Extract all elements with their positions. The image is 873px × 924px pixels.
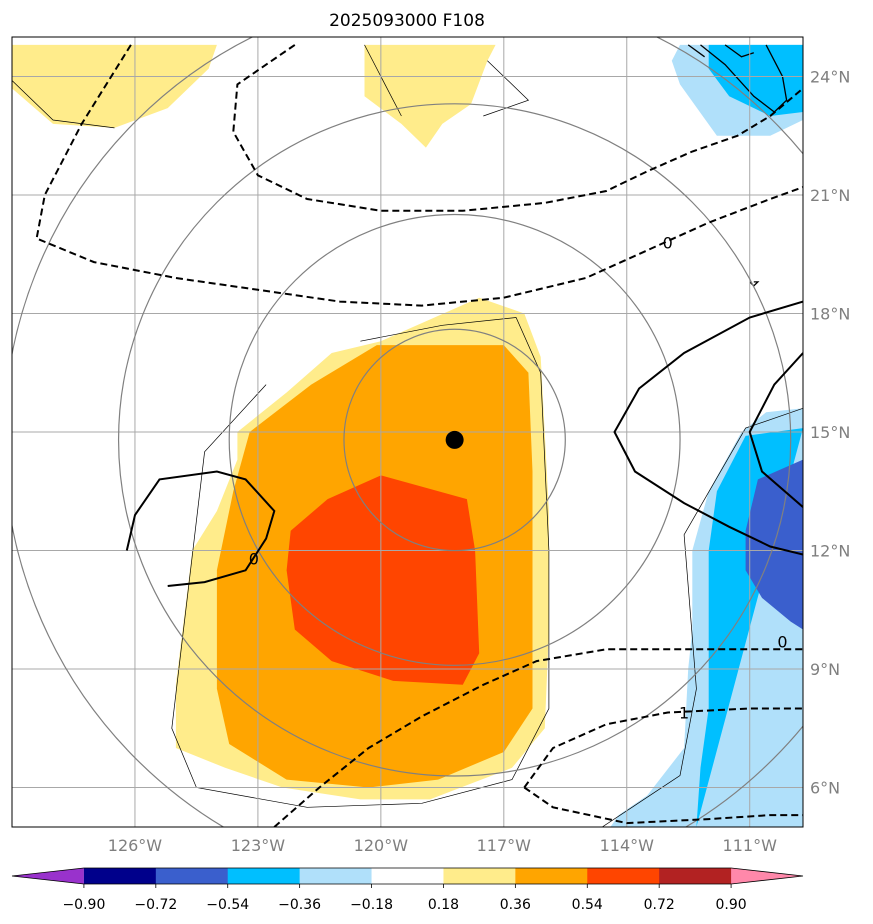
colorbar-tick-label: −0.72 — [134, 897, 177, 913]
filled-contours — [12, 44, 803, 827]
contour-dashed-1 — [232, 44, 803, 212]
lat-tick-label: 21°N — [810, 186, 850, 205]
contour-solid-5 — [125, 470, 276, 587]
lat-tick-label: 15°N — [810, 423, 850, 442]
storm-center — [445, 430, 464, 449]
lon-tick-label: 117°W — [477, 836, 532, 855]
contour-label-2: 0 — [777, 632, 787, 651]
contour-dashed-2 — [273, 648, 803, 827]
field-outlines — [12, 44, 803, 827]
chart-title: 2025093000 F108 — [329, 11, 485, 31]
colorbar-swatch — [371, 868, 444, 884]
field-outline-3 — [171, 317, 550, 808]
lat-tick-label: 18°N — [810, 305, 850, 324]
range-rings — [12, 37, 803, 827]
colorbar-swatch — [155, 868, 229, 884]
lat-tick-label: 6°N — [810, 779, 840, 798]
colorbar-swatch — [227, 868, 301, 884]
contour-dashed-4 — [523, 786, 803, 825]
colorbar-tick-label: 0.18 — [428, 897, 459, 913]
lon-tick-label: 126°W — [108, 836, 163, 855]
plot-frame — [11, 36, 804, 828]
colorbar-swatch — [587, 868, 660, 884]
contour-dashed-0 — [35, 44, 803, 307]
fill-region-0p18-0 — [12, 44, 217, 128]
lon-axis: 126°W 123°W 120°W 117°W 114°W 111°W — [108, 836, 777, 855]
colorbar: −0.90 −0.72 −0.54 −0.36 −0.18 0.18 0.36 0.54 0.7… — [11, 867, 804, 913]
contour-label-0: 0 — [663, 233, 673, 252]
fill-region-0p18-1 — [364, 44, 496, 148]
colorbar-swatch — [659, 868, 732, 884]
colorbar-tick-label: −0.36 — [278, 897, 321, 913]
colorbar-tick-label: 0.90 — [716, 897, 747, 913]
colorbar-swatch — [83, 868, 157, 884]
field-outline-4 — [602, 407, 803, 827]
contour-dashed-3 — [523, 707, 803, 789]
range-ring-1 — [228, 213, 681, 666]
field-outline-2 — [483, 60, 530, 117]
colorbar-tick-label: 0.54 — [572, 897, 603, 913]
colorbar-tick-label: −0.54 — [206, 897, 249, 913]
fill-region-0p54-0 — [286, 475, 480, 685]
lat-tick-label: 9°N — [810, 660, 840, 679]
lon-tick-label: 111°W — [723, 836, 778, 855]
lat-tick-label: 24°N — [810, 68, 850, 87]
contour-lines — [35, 44, 803, 827]
lon-tick-label: 114°W — [600, 836, 655, 855]
plot-area: 0 0 0 1 — [12, 37, 803, 827]
center-dot — [445, 430, 464, 449]
colorbar-swatch — [299, 868, 373, 884]
contour-solid-6 — [613, 300, 803, 556]
lat-tick-label: 12°N — [810, 542, 850, 561]
contour-label-1: 0 — [249, 549, 259, 568]
colorbar-swatch — [515, 868, 588, 884]
contour-solid-7 — [748, 352, 803, 508]
fill-region--0p36-0 — [708, 44, 803, 116]
range-ring-0 — [343, 328, 566, 552]
colorbar-swatch — [443, 868, 516, 884]
colorbar-tick-label: 0.36 — [500, 897, 531, 913]
field-outline-0 — [12, 80, 115, 129]
field-outline-1 — [364, 44, 402, 117]
contour-labels: 0 0 0 1 — [249, 233, 788, 722]
colorbar-extend-high — [731, 868, 803, 884]
contour-label-3: 1 — [679, 703, 689, 722]
colorbar-extend-low — [12, 868, 84, 884]
colorbar-tick-label: −0.90 — [62, 897, 105, 913]
coastline-2 — [687, 44, 705, 58]
range-ring-2 — [117, 103, 792, 777]
lon-tick-label: 123°W — [231, 836, 286, 855]
colorbar-tick-label: −0.18 — [350, 897, 393, 913]
lon-tick-label: 120°W — [354, 836, 409, 855]
lat-axis: 6°N 9°N 12°N 15°N 18°N 21°N 24°N — [810, 68, 850, 798]
colorbar-tick-label: 0.72 — [644, 897, 675, 913]
